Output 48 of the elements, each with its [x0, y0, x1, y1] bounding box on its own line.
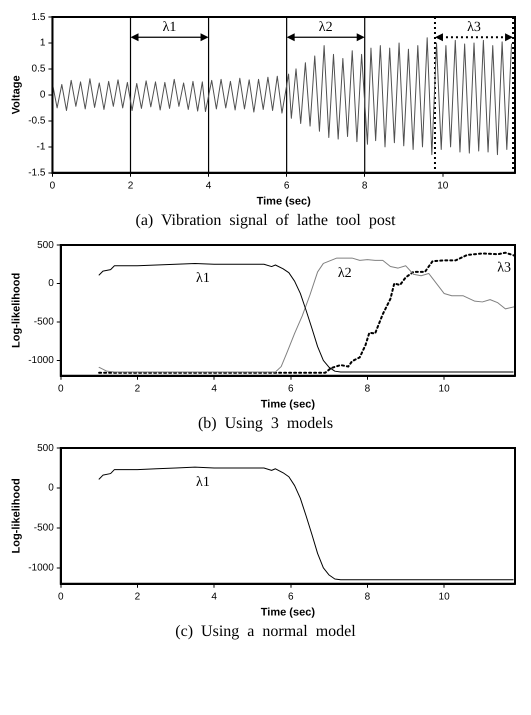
- text: (c) Using a normal model: [174, 622, 357, 642]
- y-tick-label: 0.5: [32, 64, 46, 75]
- x-tick-label: 6: [284, 180, 290, 192]
- y-tick-label: 500: [37, 442, 54, 454]
- text: (a) Vibration signal of lathe tool post: [134, 211, 397, 231]
- x-tick-label: 0: [58, 384, 64, 395]
- y-tick-label: -1: [36, 142, 46, 153]
- y-axis-title: Voltage: [10, 75, 23, 114]
- x-axis-title: Time (sec): [260, 398, 316, 410]
- annotation: λ2: [318, 20, 333, 35]
- y-tick-label: -500: [34, 522, 54, 534]
- y-axis-title: Log-likelihood: [10, 272, 23, 348]
- y-tick-label: 500: [37, 240, 54, 251]
- series-label: λ3: [497, 260, 512, 276]
- y-tick-label: -1000: [28, 355, 54, 366]
- x-tick-label: 10: [437, 180, 449, 192]
- annotation: λ1: [162, 20, 176, 35]
- x-tick-label: 4: [211, 384, 218, 395]
- annotation: λ3: [467, 20, 481, 35]
- x-axis-title: Time (sec): [256, 195, 312, 208]
- x-tick-label: 10: [438, 384, 450, 395]
- series-label: λ2: [338, 266, 352, 281]
- x-tick-label: 4: [211, 592, 218, 603]
- x-axis-title: Time (sec): [260, 606, 316, 618]
- x-tick-label: 8: [362, 180, 368, 192]
- y-tick-label: -500: [34, 316, 54, 328]
- text: (b) Using 3 models: [196, 414, 334, 434]
- y-tick-label: -1.5: [28, 168, 46, 179]
- y-tick-label: -1000: [28, 562, 54, 574]
- series-label: λ1: [196, 474, 210, 490]
- x-tick-label: 8: [364, 592, 371, 603]
- y-tick-label: 0: [40, 90, 46, 101]
- y-tick-label: 1: [40, 38, 46, 49]
- y-axis-title: Log-likelihood: [10, 478, 23, 554]
- x-tick-label: 6: [288, 592, 294, 603]
- x-tick-label: 10: [438, 592, 450, 603]
- y-tick-label: -0.5: [28, 116, 46, 127]
- x-tick-label: 4: [206, 180, 212, 192]
- x-tick-label: 2: [134, 384, 141, 395]
- x-tick-label: 8: [364, 384, 371, 395]
- x-tick-label: 2: [134, 592, 141, 603]
- x-tick-label: 2: [128, 180, 134, 192]
- y-tick-label: 1.5: [32, 12, 46, 23]
- y-tick-label: 0: [48, 278, 54, 290]
- x-tick-label: 0: [58, 592, 64, 603]
- y-tick-label: 0: [48, 482, 54, 494]
- x-tick-label: 6: [288, 384, 294, 395]
- series-label: λ1: [196, 271, 210, 286]
